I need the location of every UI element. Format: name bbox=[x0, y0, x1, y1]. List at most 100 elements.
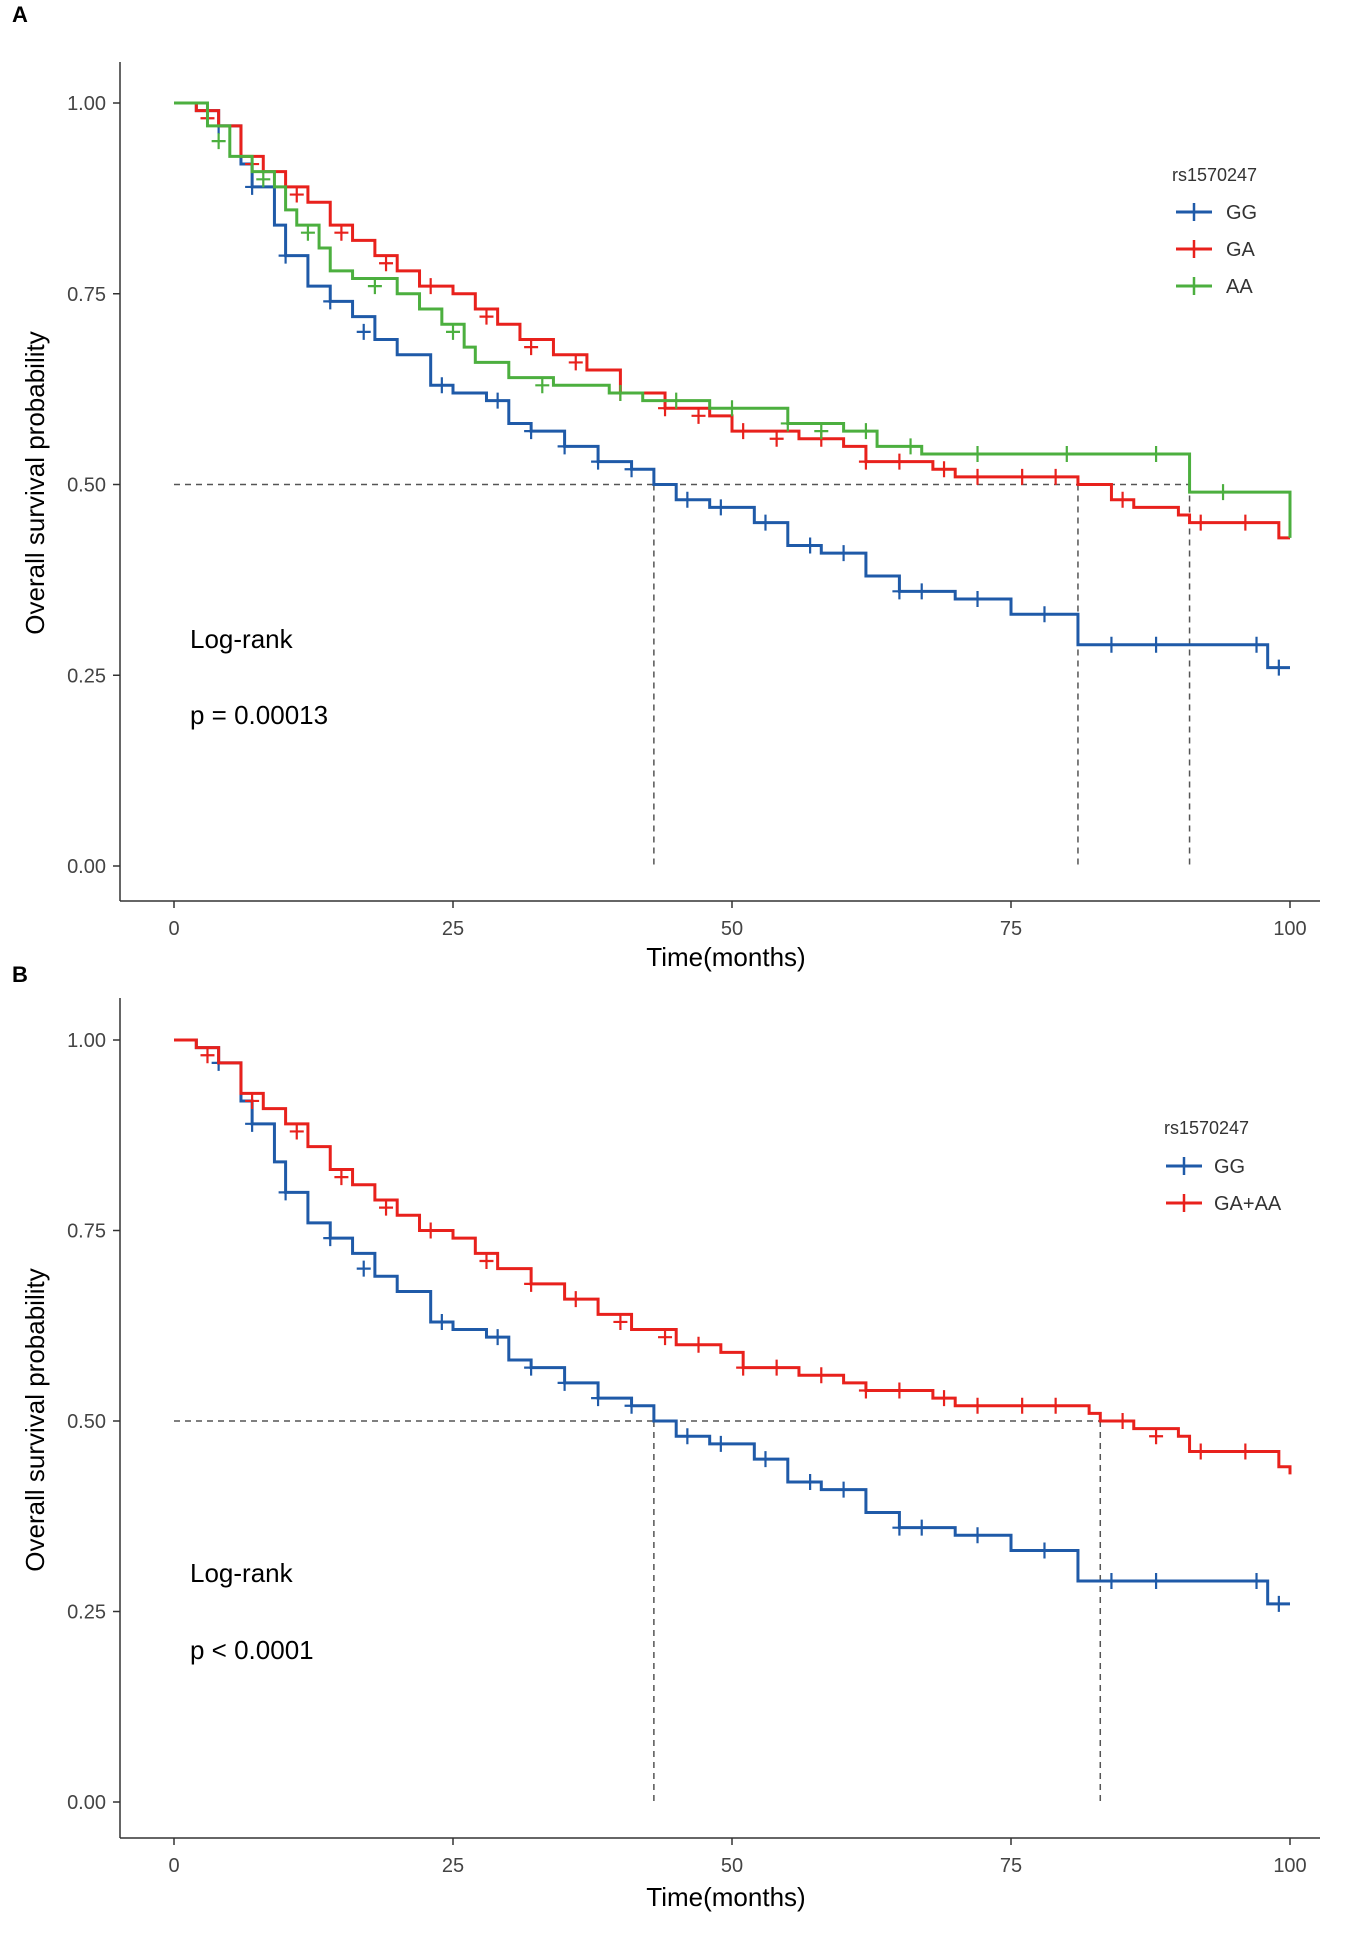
panel-b-y-tick-label: 0.50 bbox=[67, 1411, 106, 1433]
panel-b-censor-gg bbox=[758, 1451, 773, 1468]
panel-b-legend: rs1570247 GG GA+AA bbox=[1164, 1118, 1282, 1215]
panel-b-censor-gaaa bbox=[658, 1329, 673, 1346]
panel-a-label: A bbox=[12, 2, 28, 27]
panel-b-x-tick-label: 100 bbox=[1273, 1855, 1306, 1877]
panel-b-censor-gaaa bbox=[1149, 1428, 1164, 1445]
panel-b-censor-gg bbox=[278, 1184, 293, 1201]
panel-a-censor-aa bbox=[814, 423, 829, 440]
panel-a-censor-gg bbox=[490, 392, 505, 409]
panel-b-y-tick-label: 0.75 bbox=[67, 1221, 106, 1243]
panel-a-censor-aa bbox=[858, 423, 873, 440]
panel-a-censor-ga bbox=[858, 453, 873, 470]
panel-a-censor-ga bbox=[1193, 514, 1208, 531]
panel-a: A Log-rank p = 0.00013 Time(months) Over… bbox=[12, 2, 1320, 972]
panel-b-xlabel: Time(months) bbox=[646, 1882, 805, 1912]
panel-a-censor-aa bbox=[367, 278, 382, 295]
panel-a-censor-gg bbox=[1271, 659, 1286, 676]
panel-a-censor-gg bbox=[1037, 606, 1052, 623]
panel-a-censor-gg bbox=[836, 545, 851, 562]
panel-b-censor-gg bbox=[434, 1313, 449, 1330]
panel-b-ylabel: Overall survival probability bbox=[20, 1268, 50, 1571]
panel-a-censor-gg bbox=[624, 461, 639, 478]
panel-a-censor-gg bbox=[434, 377, 449, 394]
panel-a-censor-gg bbox=[1249, 636, 1264, 653]
panel-b-censor-gg bbox=[557, 1374, 572, 1391]
panel-a-censor-aa bbox=[970, 445, 985, 462]
panel-a-censor-ga bbox=[479, 308, 494, 325]
panel-b-censor-gaaa bbox=[379, 1199, 394, 1216]
panel-b-censor-gaaa bbox=[479, 1252, 494, 1269]
panel-a-censor-ga bbox=[379, 255, 394, 272]
panel-a-censor-aa bbox=[1149, 445, 1164, 462]
panel-b-censor-gaaa bbox=[289, 1123, 304, 1140]
panel-a-y-tick-label: 0.25 bbox=[67, 665, 106, 687]
panel-b-censor-gg bbox=[1271, 1595, 1286, 1612]
panel-a-legend-key-gg bbox=[1176, 203, 1212, 221]
panel-a-censor-aa bbox=[780, 415, 795, 432]
panel-a-xlabel: Time(months) bbox=[646, 942, 805, 972]
panel-a-legend-ga: GA bbox=[1226, 239, 1256, 261]
panel-a-censor-ga bbox=[1015, 468, 1030, 485]
panel-a-censor-gg bbox=[591, 453, 606, 470]
panel-a-censor-gg bbox=[1104, 636, 1119, 653]
panel-a-censor-gg bbox=[278, 247, 293, 264]
panel-a-y-tick-label: 1.00 bbox=[67, 93, 106, 115]
panel-b-legend-gaaa: GA+AA bbox=[1214, 1193, 1282, 1215]
panel-b-curve-gaaa bbox=[174, 1038, 1292, 1475]
panel-b-legend-key-gaaa bbox=[1166, 1194, 1202, 1212]
panel-a-censor-gg bbox=[524, 423, 539, 440]
panel-b-y-tick-label: 1.00 bbox=[67, 1030, 106, 1052]
panel-a-censor-ga bbox=[658, 400, 673, 417]
panel-a-censor-gg bbox=[970, 590, 985, 607]
panel-b-censor-gg bbox=[524, 1359, 539, 1376]
panel-a-censor-aa bbox=[669, 392, 684, 409]
panel-a-x-tick-label: 50 bbox=[721, 918, 743, 940]
panel-a-censor-gg bbox=[1149, 636, 1164, 653]
panel-b-censor-gg bbox=[713, 1435, 728, 1452]
panel-a-y-tick-label: 0.50 bbox=[67, 475, 106, 497]
panel-a-censor-ga bbox=[691, 407, 706, 424]
panel-b-censor-gg bbox=[892, 1519, 907, 1536]
panel-b-censor-gaaa bbox=[858, 1382, 873, 1399]
panel-a-censor-aa bbox=[300, 224, 315, 241]
panel-b-censor-gaaa bbox=[1115, 1413, 1130, 1429]
panel-a-censor-ga bbox=[524, 339, 539, 356]
panel-b-censor-gg bbox=[836, 1481, 851, 1498]
panel-b-censor-gaaa bbox=[1015, 1397, 1030, 1414]
panel-a-censor-aa bbox=[1059, 445, 1074, 462]
panel-a-censor-ga bbox=[892, 453, 907, 470]
panel-a-annotation-line1: Log-rank bbox=[190, 624, 294, 654]
panel-a-ylabel: Overall survival probability bbox=[20, 331, 50, 634]
panel-b-censor-gaaa bbox=[736, 1359, 751, 1376]
panel-a-y-tick-label: 0.00 bbox=[67, 856, 106, 878]
panel-b-label: B bbox=[12, 962, 28, 987]
panel-b: B Log-rank p < 0.0001 Time(months) Overa… bbox=[12, 962, 1320, 1912]
panel-b-censor-gg bbox=[490, 1329, 505, 1346]
panel-b-censor-gaaa bbox=[937, 1390, 952, 1407]
panel-b-censor-gg bbox=[1037, 1542, 1052, 1559]
panel-b-censor-gaaa bbox=[769, 1359, 784, 1376]
panel-b-censor-gaaa bbox=[814, 1367, 829, 1384]
panel-b-censor-gaaa bbox=[1193, 1443, 1208, 1460]
panel-a-censor-aa bbox=[211, 133, 226, 150]
panel-a-y-tick-label: 0.75 bbox=[67, 284, 106, 306]
panel-a-x-tick-label: 25 bbox=[442, 918, 464, 940]
panel-b-x-tick-label: 75 bbox=[1000, 1855, 1022, 1877]
panel-b-censor-gaaa bbox=[200, 1047, 215, 1064]
panel-b-censor-gg bbox=[245, 1115, 260, 1132]
panel-a-censor-gg bbox=[557, 438, 572, 455]
panel-b-censor-gaaa bbox=[970, 1397, 985, 1414]
panel-b-censor-gaaa bbox=[568, 1291, 583, 1308]
panel-a-censor-gg bbox=[803, 537, 818, 554]
panel-b-x-tick-label: 25 bbox=[442, 1855, 464, 1877]
panel-a-censor-ga bbox=[937, 461, 952, 478]
panel-a-x-tick-label: 100 bbox=[1273, 918, 1306, 940]
panel-a-censor-ga bbox=[1115, 491, 1130, 508]
panel-b-censor-gg bbox=[624, 1397, 639, 1414]
panel-a-censor-aa bbox=[903, 438, 918, 455]
panel-b-annotation-line2: p < 0.0001 bbox=[190, 1635, 314, 1665]
panel-a-censor-gg bbox=[892, 583, 907, 600]
panel-a-censor-ga bbox=[1238, 514, 1253, 531]
panel-a-censor-gg bbox=[914, 583, 929, 600]
